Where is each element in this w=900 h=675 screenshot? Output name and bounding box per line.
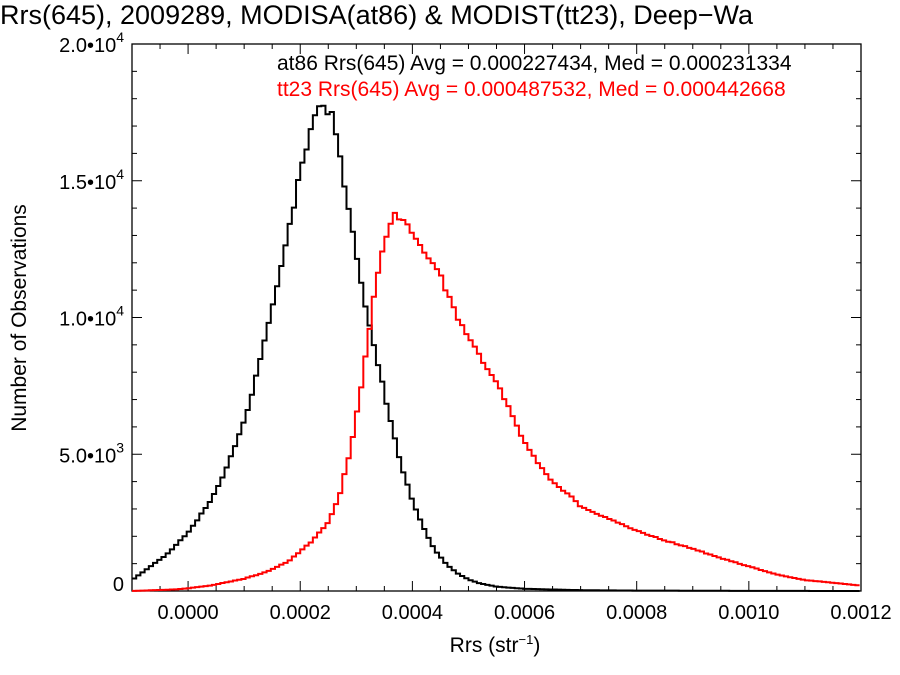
x-tick-label: 0.0000 [157,602,218,624]
x-tick-label: 0.0010 [718,602,779,624]
x-tick-label: 0.0004 [382,602,443,624]
y-tick-label: 1.5•104 [59,166,124,194]
y-tick-label: 5.0•103 [59,439,124,467]
plot-area [131,43,862,592]
x-tick-label: 0.0006 [494,602,555,624]
x-axis-title-superscript: −1 [519,632,534,647]
x-axis-title: Rrs (str−1) [450,632,541,657]
legend-at86-stats: at86 Rrs(645) Avg = 0.000227434, Med = 0… [277,52,792,75]
x-tick-label: 0.0002 [270,602,331,624]
y-axis-title: Number of Observations [8,204,31,432]
series-tt23-line [132,211,860,592]
x-axis-title-suffix: ) [533,634,540,657]
y-axis: 0 5.0•103 1.0•104 1.5•104 2.0•104 [59,29,861,596]
plot-frame [131,43,862,592]
legend-tt23-stats: tt23 Rrs(645) Avg = 0.000487532, Med = 0… [277,78,786,101]
series-layer [132,104,860,592]
series-at86-line [132,104,860,592]
x-axis: 0.0000 0.0002 0.0004 0.0006 0.0008 0.0010 0.00… [131,44,892,624]
x-axis-title-text: Rrs (str [450,634,519,657]
x-tick-label: 0.0012 [830,602,891,624]
x-tick-label: 0.0008 [606,602,667,624]
y-tick-label: 0 [113,574,124,596]
chart-title: Rrs(645), 2009289, MODISA(at86) & MODIST… [0,0,754,30]
y-tick-label: 1.0•104 [59,303,124,331]
y-tick-label: 2.0•104 [59,29,124,57]
